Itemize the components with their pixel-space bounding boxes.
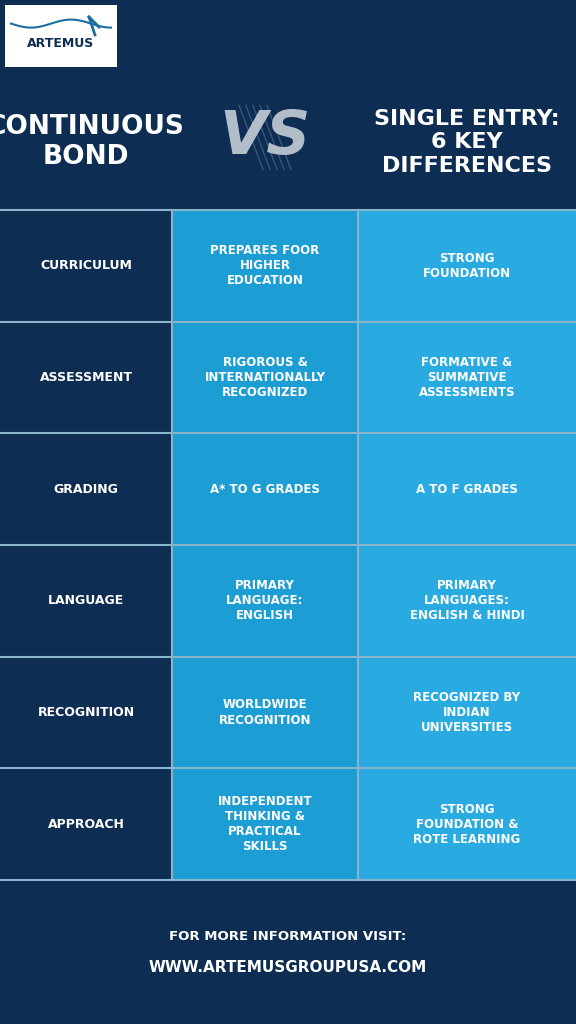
Bar (172, 545, 358, 656)
Text: WORLDWIDE
RECOGNITION: WORLDWIDE RECOGNITION (219, 698, 311, 726)
Text: APPROACH: APPROACH (48, 818, 124, 830)
Text: GRADING: GRADING (54, 482, 119, 496)
Bar (0, 433, 172, 545)
Text: INDEPENDENT
THINKING &
PRACTICAL
SKILLS: INDEPENDENT THINKING & PRACTICAL SKILLS (218, 796, 312, 853)
Bar (172, 656, 358, 768)
Bar (5, 5, 117, 67)
Bar (172, 768, 358, 880)
Text: PRIMARY
LANGUAGE:
ENGLISH: PRIMARY LANGUAGE: ENGLISH (226, 580, 304, 623)
Text: SINGLE ENTRY:
6 KEY
DIFFERENCES: SINGLE ENTRY: 6 KEY DIFFERENCES (374, 110, 560, 176)
Text: A* TO G GRADES: A* TO G GRADES (210, 482, 320, 496)
Text: LANGUAGE: LANGUAGE (48, 594, 124, 607)
Text: RECOGNITION: RECOGNITION (37, 706, 135, 719)
Bar (358, 656, 576, 768)
Text: VS: VS (219, 108, 310, 167)
Bar (0, 210, 172, 322)
Text: WWW.ARTEMUSGROUPUSA.COM: WWW.ARTEMUSGROUPUSA.COM (149, 961, 427, 976)
Text: STRONG
FOUNDATION: STRONG FOUNDATION (423, 252, 511, 280)
Bar (358, 210, 576, 322)
Bar (0, 768, 172, 880)
Bar (0, 545, 172, 656)
Text: A TO F GRADES: A TO F GRADES (416, 482, 518, 496)
Text: PREPARES FOOR
HIGHER
EDUCATION: PREPARES FOOR HIGHER EDUCATION (210, 245, 320, 288)
Text: FORMATIVE &
SUMMATIVE
ASSESSMENTS: FORMATIVE & SUMMATIVE ASSESSMENTS (419, 356, 516, 399)
Text: RIGOROUS &
INTERNATIONALLY
RECOGNIZED: RIGOROUS & INTERNATIONALLY RECOGNIZED (204, 356, 325, 399)
Bar (172, 210, 358, 322)
Bar (0, 322, 172, 433)
Bar (0, 656, 172, 768)
Bar (358, 768, 576, 880)
Text: STRONG
FOUNDATION &
ROTE LEARNING: STRONG FOUNDATION & ROTE LEARNING (414, 803, 521, 846)
Text: CONTINUOUS
BOND: CONTINUOUS BOND (0, 115, 185, 171)
Text: PRIMARY
LANGUAGES:
ENGLISH & HINDI: PRIMARY LANGUAGES: ENGLISH & HINDI (410, 580, 524, 623)
Bar (358, 545, 576, 656)
Text: FOR MORE INFORMATION VISIT:: FOR MORE INFORMATION VISIT: (169, 930, 407, 942)
Bar (358, 433, 576, 545)
Bar (172, 433, 358, 545)
Text: CURRICULUM: CURRICULUM (40, 259, 132, 272)
Bar (172, 322, 358, 433)
Text: ARTEMUS: ARTEMUS (28, 37, 94, 50)
Text: RECOGNIZED BY
INDIAN
UNIVERSITIES: RECOGNIZED BY INDIAN UNIVERSITIES (414, 691, 521, 734)
Text: ASSESSMENT: ASSESSMENT (40, 371, 132, 384)
Bar (358, 322, 576, 433)
